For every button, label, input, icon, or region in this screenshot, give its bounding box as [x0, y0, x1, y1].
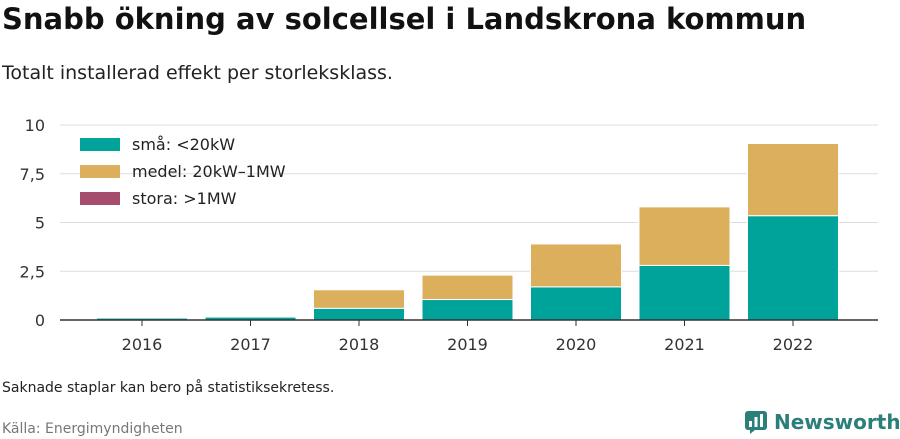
chart-title: Snabb ökning av solcellsel i Landskrona … [2, 2, 807, 36]
x-tick-label: 2019 [447, 335, 488, 354]
y-tick-label: 7,5 [20, 165, 45, 184]
bars [96, 143, 839, 321]
legend-swatch [80, 165, 120, 178]
grid-lines [60, 124, 878, 272]
legend-label: stora: >1MW [132, 189, 237, 208]
legend-swatch [80, 192, 120, 205]
legend-swatch [80, 138, 120, 151]
axes: 0 2,5 5 7,5 10 2016 2017 2018 2019 2020 2021 2022 [20, 116, 878, 354]
brand-name: Newsworthy [774, 410, 900, 434]
bar-segment[interactable] [530, 286, 622, 321]
x-tick-label: 2022 [773, 335, 814, 354]
legend-label: medel: 20kW–1MW [132, 162, 286, 181]
source-text: Källa: Energimyndigheten [2, 421, 183, 437]
bar-segment[interactable] [530, 243, 622, 288]
x-tick-label: 2018 [339, 335, 380, 354]
x-tick-label: 2017 [230, 335, 271, 354]
legend: små: <20kW medel: 20kW–1MW stora: >1MW [80, 135, 286, 208]
chart-subtitle: Totalt installerad effekt per storlekskl… [2, 62, 393, 84]
x-tick-label: 2016 [122, 335, 163, 354]
stacked-bar-chart: 0 2,5 5 7,5 10 2016 2017 2018 2019 2020 2021 2022 s… [20, 116, 878, 354]
footnote: Saknade staplar kan bero på statistiksek… [2, 380, 335, 396]
bar-segment[interactable] [421, 299, 514, 321]
brand-logo[interactable]: Newsworthy [744, 407, 900, 437]
bar-segment[interactable] [638, 206, 731, 266]
y-tick-label: 10 [25, 116, 45, 135]
x-tick-label: 2020 [556, 335, 597, 354]
newsworthy-logo-icon [745, 411, 767, 434]
legend-label: små: <20kW [132, 135, 235, 154]
bar-segment[interactable] [638, 264, 731, 321]
y-tick-label: 5 [35, 214, 45, 233]
x-tick-label: 2021 [664, 335, 705, 354]
bar-segment[interactable] [421, 274, 514, 301]
y-tick-label: 2,5 [20, 262, 45, 281]
bar-segment[interactable] [313, 289, 405, 309]
bar-segment[interactable] [747, 143, 839, 217]
bar-segment[interactable] [313, 307, 405, 321]
bar-segment[interactable] [747, 215, 839, 321]
y-tick-label: 0 [35, 311, 45, 330]
